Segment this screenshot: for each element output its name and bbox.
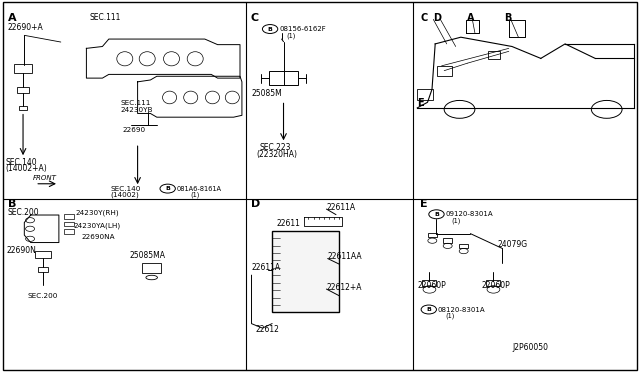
Text: (22320HA): (22320HA) bbox=[256, 150, 297, 159]
Text: SEC.223: SEC.223 bbox=[259, 143, 291, 152]
Text: J2P60050: J2P60050 bbox=[512, 343, 548, 352]
Bar bbox=[422, 280, 436, 286]
Bar bbox=[486, 280, 500, 286]
Bar bbox=[64, 229, 74, 234]
Text: D: D bbox=[251, 199, 260, 209]
Bar bbox=[269, 71, 298, 85]
Text: SEC.140: SEC.140 bbox=[5, 158, 36, 167]
Text: (1): (1) bbox=[190, 192, 200, 198]
Text: (14002+A): (14002+A) bbox=[5, 164, 47, 173]
Text: B: B bbox=[165, 186, 170, 191]
Text: 22611A: 22611A bbox=[252, 263, 281, 272]
Text: 22612+A: 22612+A bbox=[326, 283, 362, 292]
Text: 22060P: 22060P bbox=[417, 281, 446, 290]
Text: 22690: 22690 bbox=[123, 127, 146, 133]
Text: 22060P: 22060P bbox=[481, 281, 510, 290]
Text: 25085MA: 25085MA bbox=[130, 251, 166, 260]
Bar bbox=[428, 233, 437, 237]
Bar bbox=[142, 263, 161, 273]
Text: 22611AA: 22611AA bbox=[328, 252, 362, 261]
Text: 08156-6162F: 08156-6162F bbox=[279, 26, 326, 32]
Bar bbox=[64, 214, 74, 219]
Text: 24079G: 24079G bbox=[498, 240, 528, 249]
Text: (1): (1) bbox=[286, 32, 296, 39]
Text: 22611: 22611 bbox=[276, 219, 300, 228]
Text: SEC.200: SEC.200 bbox=[28, 293, 58, 299]
Bar bbox=[437, 66, 452, 76]
Text: E: E bbox=[420, 199, 428, 209]
Bar bbox=[459, 244, 468, 248]
Text: 22690+A: 22690+A bbox=[8, 23, 44, 32]
Bar bbox=[19, 106, 27, 110]
Text: B: B bbox=[504, 13, 512, 23]
Text: B: B bbox=[8, 199, 16, 209]
Text: 24230YA(LH): 24230YA(LH) bbox=[74, 222, 121, 229]
Text: SEC.111: SEC.111 bbox=[120, 100, 150, 106]
Bar bbox=[443, 238, 452, 243]
Text: B: B bbox=[268, 26, 273, 32]
Text: 22612: 22612 bbox=[256, 326, 280, 334]
Text: SEC.200: SEC.200 bbox=[8, 208, 39, 217]
Text: SEC.111: SEC.111 bbox=[90, 13, 121, 22]
Text: 22690N: 22690N bbox=[6, 246, 36, 255]
Bar bbox=[35, 251, 51, 258]
Bar bbox=[64, 222, 74, 226]
Bar bbox=[14, 64, 32, 73]
Text: 08120-8301A: 08120-8301A bbox=[438, 307, 485, 312]
Text: 24230YB: 24230YB bbox=[120, 107, 153, 113]
Text: D: D bbox=[433, 13, 442, 23]
Text: E: E bbox=[417, 98, 423, 108]
Text: 25085M: 25085M bbox=[252, 89, 282, 98]
Bar bbox=[488, 51, 500, 59]
Text: (14002): (14002) bbox=[110, 192, 139, 198]
Text: A: A bbox=[8, 13, 16, 23]
Bar bbox=[17, 87, 29, 93]
Text: SEC.140: SEC.140 bbox=[110, 186, 140, 192]
Text: 081A6-8161A: 081A6-8161A bbox=[177, 186, 221, 192]
Text: 24230Y(RH): 24230Y(RH) bbox=[76, 210, 119, 217]
Bar bbox=[417, 89, 433, 100]
Bar bbox=[272, 231, 339, 312]
Text: A: A bbox=[467, 13, 475, 23]
Text: 22690NA: 22690NA bbox=[82, 234, 116, 240]
Text: 22611A: 22611A bbox=[326, 203, 356, 212]
Text: B: B bbox=[426, 307, 431, 312]
Text: FRONT: FRONT bbox=[33, 175, 57, 181]
Text: 09120-8301A: 09120-8301A bbox=[445, 211, 493, 217]
Text: B: B bbox=[434, 212, 439, 217]
Text: (1): (1) bbox=[445, 312, 455, 319]
Text: C: C bbox=[420, 13, 428, 23]
Bar bbox=[38, 267, 48, 272]
Text: (1): (1) bbox=[452, 217, 461, 224]
Text: C: C bbox=[251, 13, 259, 23]
